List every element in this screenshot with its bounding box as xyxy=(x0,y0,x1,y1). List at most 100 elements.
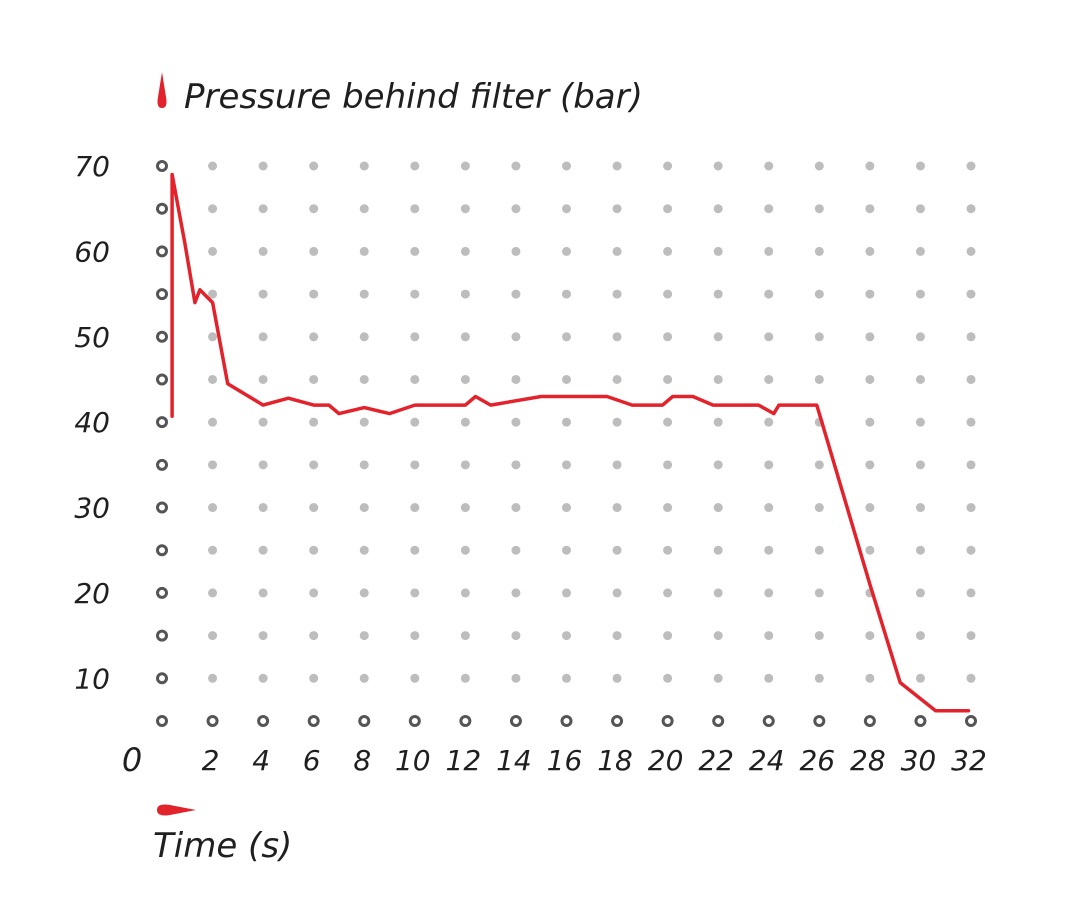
grid-dot xyxy=(764,417,774,427)
grid-dot xyxy=(814,204,824,214)
grid-dot xyxy=(359,204,369,214)
axis-dot xyxy=(156,245,168,258)
grid-dot xyxy=(562,503,571,513)
grid-dot xyxy=(359,673,369,683)
grid-dot xyxy=(663,332,673,342)
grid-dot xyxy=(764,631,774,641)
grid-dot xyxy=(309,673,319,683)
grid-dot xyxy=(966,374,976,384)
grid-dot xyxy=(562,545,571,555)
grid-dots xyxy=(208,161,976,683)
x-tick-label: 6 xyxy=(303,744,321,777)
axis-dot xyxy=(813,715,826,727)
axis-dot xyxy=(156,586,168,599)
grid-dot xyxy=(258,289,268,299)
grid-dot xyxy=(511,631,521,641)
grid-dot xyxy=(814,460,824,470)
y-tick-label: 30 xyxy=(74,492,110,525)
grid-dot xyxy=(208,503,218,513)
grid-dot xyxy=(915,332,925,342)
grid-dot xyxy=(359,289,369,299)
axis-dot xyxy=(156,330,168,343)
axis-dot xyxy=(358,715,371,727)
grid-dot xyxy=(865,417,875,427)
grid-dot xyxy=(966,246,976,256)
grid-dot xyxy=(915,545,925,555)
grid-dot xyxy=(814,545,824,555)
grid-dot xyxy=(511,545,521,555)
grid-dot xyxy=(663,673,673,683)
axis-dot xyxy=(560,715,573,727)
grid-dot xyxy=(258,417,268,427)
grid-dot xyxy=(410,204,420,214)
grid-dot xyxy=(460,204,470,214)
grid-dot xyxy=(915,161,925,171)
grid-dot xyxy=(663,545,673,555)
grid-dot xyxy=(208,246,218,256)
grid-dot xyxy=(410,289,420,299)
grid-dot xyxy=(511,246,521,256)
grid-dot xyxy=(764,460,774,470)
axis-dot xyxy=(156,501,168,514)
grid-dot xyxy=(865,503,875,513)
x-tick-label: 16 xyxy=(547,744,583,777)
grid-dot xyxy=(764,332,774,342)
axis-dot xyxy=(156,458,168,471)
y-tick-label: 60 xyxy=(74,235,110,268)
grid-dot xyxy=(258,673,268,683)
grid-dot xyxy=(713,374,723,384)
x-tick-label: 8 xyxy=(353,744,371,777)
grid-dot xyxy=(814,332,824,342)
grid-dot xyxy=(764,503,774,513)
grid-dot xyxy=(915,246,925,256)
grid-dot xyxy=(460,460,470,470)
grid-dot xyxy=(511,204,521,214)
grid-dot xyxy=(208,545,218,555)
grid-dot xyxy=(764,204,774,214)
grid-dot xyxy=(612,673,622,683)
grid-dot xyxy=(309,631,319,641)
grid-dot xyxy=(208,332,218,342)
x-tick-label: 4 xyxy=(252,744,270,777)
grid-dot xyxy=(208,417,218,427)
grid-dot xyxy=(814,631,824,641)
grid-dot xyxy=(764,588,774,598)
grid-dot xyxy=(814,503,824,513)
grid-dot xyxy=(663,289,673,299)
grid-dot xyxy=(208,460,218,470)
grid-dot xyxy=(612,545,622,555)
grid-dot xyxy=(764,246,774,256)
grid-dot xyxy=(865,246,875,256)
grid-dot xyxy=(865,332,875,342)
grid-dot xyxy=(309,161,319,171)
grid-dot xyxy=(713,204,723,214)
grid-dot xyxy=(511,673,521,683)
x-tick-label: 20 xyxy=(648,744,684,777)
grid-dot xyxy=(410,673,420,683)
y-tick-label: 50 xyxy=(74,321,110,354)
axis-dot xyxy=(156,544,168,557)
axis-dot xyxy=(762,715,775,727)
grid-dot xyxy=(865,161,875,171)
grid-dot xyxy=(208,204,218,214)
grid-dot xyxy=(410,503,420,513)
grid-dot xyxy=(814,289,824,299)
x-tick-label: 26 xyxy=(799,744,835,777)
grid-dot xyxy=(915,588,925,598)
grid-dot xyxy=(460,332,470,342)
grid-dot xyxy=(562,374,571,384)
grid-dot xyxy=(966,204,976,214)
grid-dot xyxy=(865,374,875,384)
grid-dot xyxy=(764,374,774,384)
x-axis-arrow-icon xyxy=(157,804,196,816)
grid-dot xyxy=(612,246,622,256)
axis-dot xyxy=(156,715,168,727)
grid-dot xyxy=(562,673,571,683)
grid-dot xyxy=(966,332,976,342)
grid-dot xyxy=(663,503,673,513)
grid-dot xyxy=(562,460,571,470)
grid-dot xyxy=(511,374,521,384)
y-axis-arrow-icon xyxy=(157,72,167,108)
grid-dot xyxy=(663,460,673,470)
series-layer xyxy=(170,172,971,713)
